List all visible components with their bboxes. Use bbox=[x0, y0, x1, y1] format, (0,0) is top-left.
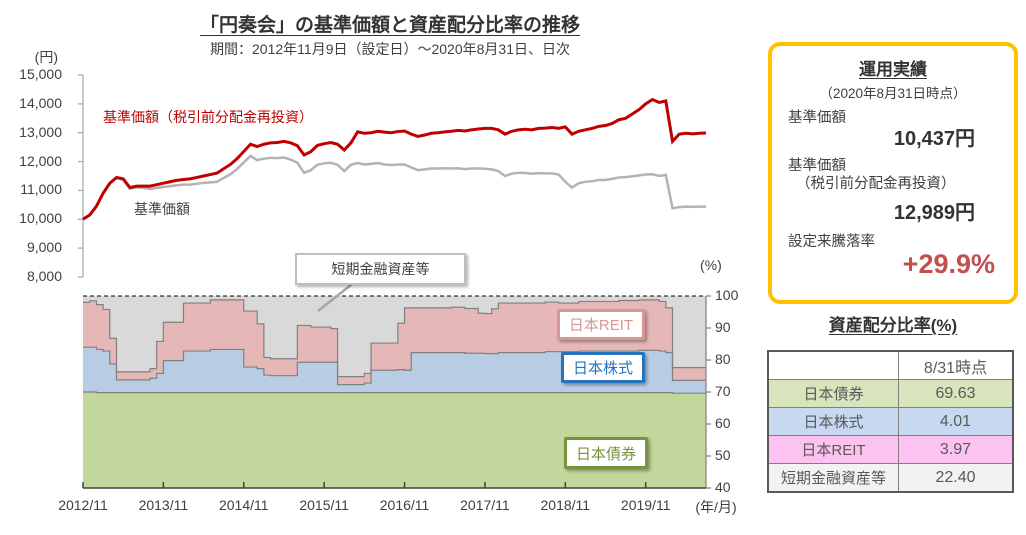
series-label-reinvested: 基準価額（税引前分配金再投資） bbox=[103, 109, 313, 125]
nav-y-tick: 12,000 bbox=[19, 152, 62, 169]
x-tick: 2013/11 bbox=[138, 497, 189, 513]
x-tick: 2016/11 bbox=[379, 497, 430, 513]
x-tick: 2014/11 bbox=[218, 497, 269, 513]
table-row: 短期金融資産等 22.40 bbox=[767, 463, 1014, 493]
alloc-y-tick: 100 bbox=[715, 287, 739, 303]
nav-y-tick: 8,000 bbox=[26, 268, 62, 284]
nav-reinvested-value: 12,989円 bbox=[893, 202, 975, 224]
table-row: 日本株式 4.01 bbox=[767, 407, 1014, 436]
nav-axis-unit: (円) bbox=[34, 49, 58, 65]
nav-label: 基準価額 bbox=[788, 110, 846, 126]
table-header-cell: 8/31時点 bbox=[898, 350, 1014, 380]
return-label: 設定来騰落率 bbox=[788, 234, 875, 250]
legend-bond: 日本債券 bbox=[564, 437, 648, 469]
performance-box bbox=[768, 42, 1018, 304]
x-tick: 2015/11 bbox=[299, 497, 349, 513]
nav-y-tick: 9,000 bbox=[26, 239, 62, 256]
asset-value-cell: 22.40 bbox=[898, 463, 1014, 493]
alloc-axis-unit: (%) bbox=[700, 257, 722, 273]
nav-value: 10,437円 bbox=[893, 128, 975, 150]
asset-value-cell: 3.97 bbox=[898, 435, 1014, 464]
x-tick: 2018/11 bbox=[540, 497, 591, 513]
legend-reit: 日本REIT bbox=[557, 309, 645, 340]
allocation-table: 8/31時点 日本債券 69.63 日本株式 4.01 日本REIT 3.97 短期金融資産等… bbox=[767, 350, 1014, 493]
performance-asof: （2020年8月31日時点） bbox=[819, 86, 967, 101]
performance-title: 運用実績 bbox=[859, 60, 927, 79]
table-row: 日本REIT 3.97 bbox=[767, 435, 1014, 464]
asset-label-cell: 日本REIT bbox=[767, 435, 899, 464]
alloc-y-tick: 80 bbox=[715, 351, 731, 367]
table-header-cell bbox=[767, 350, 899, 380]
x-axis-unit: (年/月) bbox=[695, 499, 737, 515]
asset-value-cell: 4.01 bbox=[898, 407, 1014, 436]
table-row: 日本債券 69.63 bbox=[767, 379, 1014, 408]
asset-value-cell: 69.63 bbox=[898, 379, 1014, 408]
nav-y-tick: 11,000 bbox=[20, 181, 62, 198]
nav-y-tick: 13,000 bbox=[19, 123, 62, 140]
nav-y-tick: 15,000 bbox=[19, 66, 62, 82]
allocation-table-title: 資産配分比率(%) bbox=[828, 316, 958, 335]
nav-y-tick: 14,000 bbox=[19, 94, 62, 111]
cash-callout: 短期金融資産等 bbox=[295, 253, 466, 285]
legend-stock: 日本株式 bbox=[561, 352, 645, 383]
nav-reinvested-label2: （税引前分配金再投資） bbox=[796, 176, 956, 192]
x-tick: 2017/11 bbox=[460, 497, 510, 513]
return-value: +29.9% bbox=[902, 249, 995, 279]
period-subtitle: 期間：2012年11月9日（設定日）～2020年8月31日、日次 bbox=[210, 41, 570, 57]
alloc-y-tick: 90 bbox=[715, 319, 731, 335]
alloc-y-tick: 60 bbox=[715, 415, 731, 431]
x-tick: 2019/11 bbox=[620, 497, 671, 513]
asset-label-cell: 日本株式 bbox=[767, 407, 899, 436]
asset-label-cell: 日本債券 bbox=[767, 379, 899, 408]
page-title: 「円奏会」の基準価額と資産配分比率の推移 bbox=[199, 15, 580, 36]
alloc-y-tick: 50 bbox=[715, 447, 731, 463]
x-tick: 2012/11 bbox=[58, 497, 108, 513]
series-label-nav: 基準価額 bbox=[134, 201, 190, 217]
nav-y-tick: 10,000 bbox=[19, 210, 62, 227]
asset-label-cell: 短期金融資産等 bbox=[767, 463, 899, 493]
nav-reinvested-label: 基準価額 bbox=[788, 158, 846, 174]
alloc-y-tick: 70 bbox=[715, 383, 731, 399]
alloc-y-tick: 40 bbox=[715, 479, 731, 495]
